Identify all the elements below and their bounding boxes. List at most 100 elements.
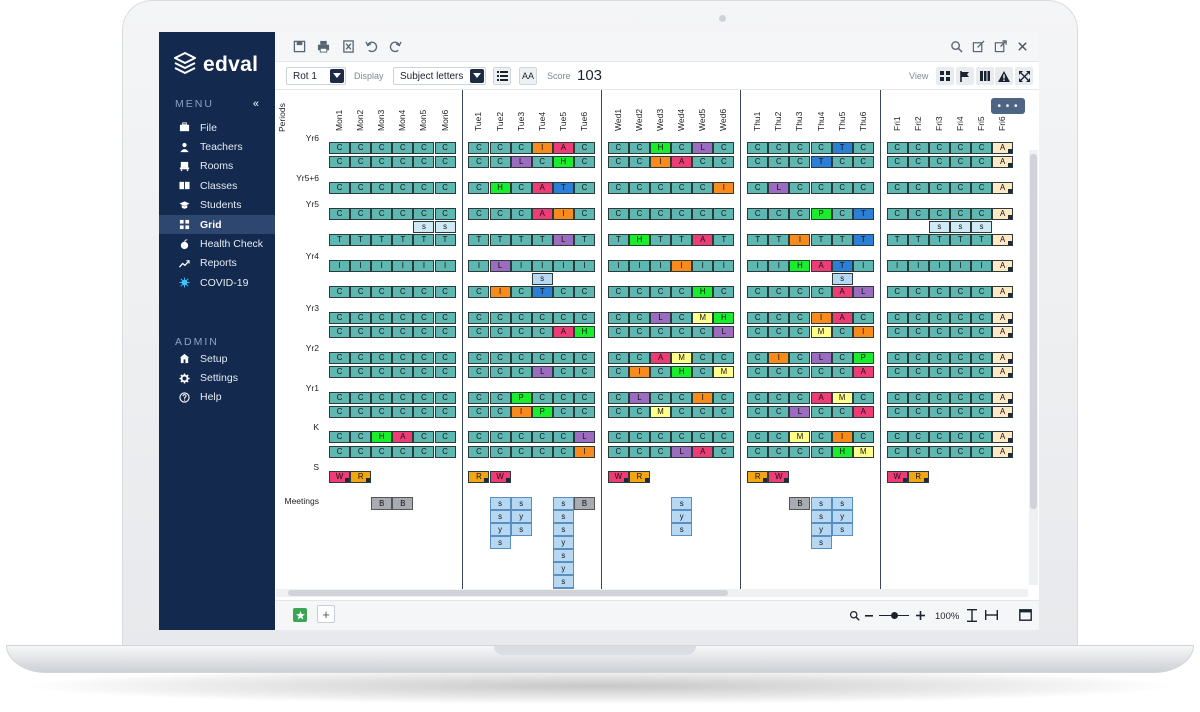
- meeting-cell[interactable]: B: [392, 497, 414, 510]
- timetable-cell[interactable]: C: [510, 142, 532, 154]
- timetable-cell[interactable]: C: [810, 431, 832, 443]
- timetable-cell[interactable]: T: [371, 234, 393, 246]
- timetable-cell[interactable]: C: [392, 446, 414, 458]
- timetable-cell[interactable]: C: [350, 326, 372, 338]
- timetable-cell[interactable]: R: [468, 471, 490, 483]
- timetable-cell[interactable]: C: [489, 392, 511, 404]
- timetable-cell[interactable]: C: [971, 366, 993, 378]
- timetable-cell[interactable]: C: [552, 446, 574, 458]
- timetable-cell[interactable]: I: [692, 260, 714, 272]
- period-header[interactable]: Tue3: [515, 111, 526, 131]
- timetable-cell[interactable]: C: [552, 286, 574, 298]
- timetable-cell[interactable]: C: [789, 208, 811, 220]
- timetable-cell[interactable]: C: [392, 352, 414, 364]
- row-label[interactable]: Yr4: [305, 251, 319, 261]
- timetable-cell[interactable]: C: [489, 326, 511, 338]
- timetable-cell[interactable]: A: [531, 182, 553, 194]
- timetable-cell[interactable]: T: [573, 234, 595, 246]
- timetable-cell[interactable]: C: [510, 312, 532, 324]
- zoom-out-icon[interactable]: [865, 615, 873, 617]
- timetable-cell[interactable]: A: [692, 234, 714, 246]
- timetable-cell[interactable]: C: [510, 326, 532, 338]
- timetable-cell[interactable]: C: [350, 312, 372, 324]
- sidebar-item-file[interactable]: File: [159, 118, 275, 137]
- timetable-cell[interactable]: C: [573, 352, 595, 364]
- timetable-cell[interactable]: C: [928, 446, 950, 458]
- timetable-cell[interactable]: T: [852, 234, 874, 246]
- timetable-cell[interactable]: I: [413, 260, 435, 272]
- meeting-cell[interactable]: s: [671, 523, 693, 536]
- timetable-cell[interactable]: H: [552, 156, 574, 168]
- timetable-cell[interactable]: C: [789, 326, 811, 338]
- timetable-cell[interactable]: C: [671, 142, 693, 154]
- timetable-cell[interactable]: s: [971, 221, 993, 233]
- timetable-cell[interactable]: C: [971, 142, 993, 154]
- open-new-window-icon[interactable]: [994, 40, 1007, 53]
- timetable-cell[interactable]: C: [886, 208, 908, 220]
- timetable-cell[interactable]: C: [371, 208, 393, 220]
- timetable-cell[interactable]: C: [810, 286, 832, 298]
- timetable-cell[interactable]: C: [713, 142, 735, 154]
- period-header[interactable]: Fri2: [912, 116, 923, 131]
- timetable-cell[interactable]: C: [573, 156, 595, 168]
- timetable-cell[interactable]: L: [810, 352, 832, 364]
- timetable-cell[interactable]: C: [949, 208, 971, 220]
- meeting-cell[interactable]: s: [489, 510, 511, 523]
- timetable-cell[interactable]: C: [852, 182, 874, 194]
- period-header[interactable]: Tue1: [473, 111, 484, 131]
- timetable-cell[interactable]: C: [768, 446, 790, 458]
- edit-external-icon[interactable]: [972, 40, 985, 53]
- timetable-cell[interactable]: M: [671, 352, 693, 364]
- period-header[interactable]: Wed6: [718, 108, 729, 131]
- timetable-cell[interactable]: C: [671, 431, 693, 443]
- timetable-cell[interactable]: C: [392, 366, 414, 378]
- timetable-cell[interactable]: C: [831, 182, 853, 194]
- timetable-cell[interactable]: C: [628, 352, 650, 364]
- timetable-cell[interactable]: C: [510, 446, 532, 458]
- timetable-cell[interactable]: s: [928, 221, 950, 233]
- timetable-cell[interactable]: I: [928, 260, 950, 272]
- timetable-cell[interactable]: M: [713, 366, 735, 378]
- timetable-cell[interactable]: H: [713, 312, 735, 324]
- timetable-cell[interactable]: C: [971, 392, 993, 404]
- timetable-cell[interactable]: C: [810, 142, 832, 154]
- timetable-cell[interactable]: T: [907, 234, 929, 246]
- timetable-cell[interactable]: C: [607, 286, 629, 298]
- timetable-cell[interactable]: C: [350, 182, 372, 194]
- timetable-cell[interactable]: C: [628, 182, 650, 194]
- timetable-cell[interactable]: s: [949, 221, 971, 233]
- timetable-cell[interactable]: C: [831, 366, 853, 378]
- timetable-cell[interactable]: s: [531, 273, 553, 285]
- timetable-cell[interactable]: A: [531, 208, 553, 220]
- period-header[interactable]: Thu5: [836, 111, 847, 131]
- timetable-cell[interactable]: C: [489, 312, 511, 324]
- timetable-cell[interactable]: C: [671, 286, 693, 298]
- timetable-cell[interactable]: I: [768, 260, 790, 272]
- fit-height-icon[interactable]: [967, 609, 977, 622]
- timetable-cell[interactable]: C: [350, 392, 372, 404]
- favourite-tab[interactable]: [293, 608, 307, 622]
- timetable-cell[interactable]: C: [392, 312, 414, 324]
- timetable-cell[interactable]: C: [434, 286, 456, 298]
- timetable-cell[interactable]: L: [692, 142, 714, 154]
- period-header[interactable]: Mon2: [355, 109, 366, 131]
- timetable-cell[interactable]: C: [434, 156, 456, 168]
- vertical-scrollbar[interactable]: [1029, 150, 1038, 585]
- timetable-cell[interactable]: C: [949, 352, 971, 364]
- timetable-cell[interactable]: C: [650, 392, 672, 404]
- timetable-cell[interactable]: C: [607, 406, 629, 418]
- timetable-cell[interactable]: C: [468, 352, 490, 364]
- timetable-cell[interactable]: I: [573, 260, 595, 272]
- timetable-cell[interactable]: C: [692, 182, 714, 194]
- timetable-cell[interactable]: C: [607, 326, 629, 338]
- timetable-cell[interactable]: C: [413, 431, 435, 443]
- timetable-cell[interactable]: C: [531, 431, 553, 443]
- timetable-cell[interactable]: C: [434, 312, 456, 324]
- meeting-cell[interactable]: s: [831, 497, 853, 510]
- timetable-cell[interactable]: C: [886, 392, 908, 404]
- timetable-cell[interactable]: A: [552, 326, 574, 338]
- timetable-cell[interactable]: A: [992, 406, 1014, 418]
- timetable-cell[interactable]: C: [371, 142, 393, 154]
- timetable-cell[interactable]: C: [650, 326, 672, 338]
- timetable-grid[interactable]: Periods Mon1 Mon2 Mon3 Mon4 Mon5 Mon6 Tue1 Tue2 T…: [275, 90, 1039, 590]
